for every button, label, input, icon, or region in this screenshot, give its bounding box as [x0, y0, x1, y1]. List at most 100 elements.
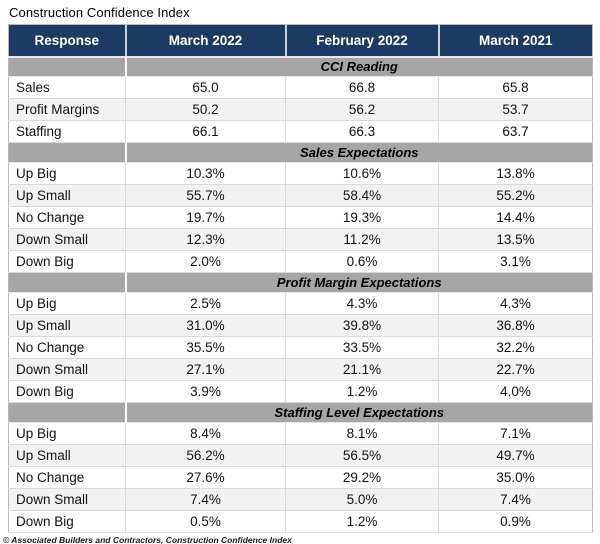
page-title: Construction Confidence Index: [9, 5, 190, 20]
table-row: No Change 19.7% 19.3% 14.4%: [8, 206, 593, 229]
cell-value: 2.5%: [125, 292, 286, 315]
cell-value: 35.0%: [438, 466, 593, 489]
section-band-row: Profit Margin Expectations: [8, 272, 593, 293]
cell-value: 0.9%: [438, 510, 593, 533]
cell-value: 4.3%: [285, 292, 439, 315]
table-row: Up Big 2.5% 4.3% 4.3%: [8, 292, 593, 315]
section-band-spacer: [8, 402, 127, 423]
table-row: Up Small 55.7% 58.4% 55.2%: [8, 184, 593, 207]
row-label: No Change: [8, 206, 126, 229]
header-row: Response March 2022 February 2022 March …: [8, 24, 593, 58]
row-label: Down Big: [8, 250, 126, 273]
cell-value: 3.9%: [125, 380, 286, 403]
table-row: Up Small 31.0% 39.8% 36.8%: [8, 314, 593, 337]
table-row: Sales 65.0 66.8 65.8: [8, 76, 593, 99]
cell-value: 3.1%: [438, 250, 593, 273]
column-header-february-2022: February 2022: [285, 24, 440, 58]
cell-value: 31.0%: [125, 314, 286, 337]
cell-value: 55.2%: [438, 184, 593, 207]
row-label: Up Small: [8, 314, 126, 337]
cell-value: 12.3%: [125, 228, 286, 251]
cell-value: 35.5%: [125, 336, 286, 359]
cell-value: 53.7: [438, 98, 593, 121]
cell-value: 50.2: [125, 98, 286, 121]
section-band-spacer: [8, 56, 127, 77]
cell-value: 36.8%: [438, 314, 593, 337]
cell-value: 29.2%: [285, 466, 439, 489]
cell-value: 7.1%: [438, 422, 593, 445]
cell-value: 0.5%: [125, 510, 286, 533]
row-label: Down Small: [8, 228, 126, 251]
cell-value: 14.4%: [438, 206, 593, 229]
table-row: Down Big 2.0% 0.6% 3.1%: [8, 250, 593, 273]
section-band-label: Sales Expectations: [125, 142, 593, 163]
cell-value: 56.5%: [285, 444, 439, 467]
section-band-label: Profit Margin Expectations: [125, 272, 593, 293]
cell-value: 27.6%: [125, 466, 286, 489]
section-band-spacer: [8, 272, 127, 293]
section-band-spacer: [8, 142, 127, 163]
cell-value: 49.7%: [438, 444, 593, 467]
cell-value: 4.3%: [438, 292, 593, 315]
cell-value: 7.4%: [438, 488, 593, 511]
row-label: Down Big: [8, 380, 126, 403]
table-row: Down Small 27.1% 21.1% 22.7%: [8, 358, 593, 381]
table-row: Down Big 0.5% 1.2% 0.9%: [8, 510, 593, 533]
cell-value: 19.7%: [125, 206, 286, 229]
cci-table: Response March 2022 February 2022 March …: [8, 24, 593, 533]
cell-value: 4.0%: [438, 380, 593, 403]
table-row: Down Small 12.3% 11.2% 13.5%: [8, 228, 593, 251]
row-label: Down Small: [8, 488, 126, 511]
cell-value: 33.5%: [285, 336, 439, 359]
section-band-label: Staffing Level Expectations: [125, 402, 593, 423]
table-row: Up Small 56.2% 56.5% 49.7%: [8, 444, 593, 467]
cell-value: 66.3: [285, 120, 439, 143]
row-label: Up Small: [8, 444, 126, 467]
cell-value: 13.5%: [438, 228, 593, 251]
cell-value: 27.1%: [125, 358, 286, 381]
cell-value: 58.4%: [285, 184, 439, 207]
cell-value: 0.6%: [285, 250, 439, 273]
row-label: Profit Margins: [8, 98, 126, 121]
column-header-march-2022: March 2022: [125, 24, 287, 58]
cell-value: 1.2%: [285, 510, 439, 533]
table-row: No Change 27.6% 29.2% 35.0%: [8, 466, 593, 489]
cell-value: 22.7%: [438, 358, 593, 381]
row-label: Up Small: [8, 184, 126, 207]
cell-value: 8.1%: [285, 422, 439, 445]
cell-value: 10.6%: [285, 162, 439, 185]
row-label: Down Small: [8, 358, 126, 381]
cell-value: 65.8: [438, 76, 593, 99]
cell-value: 55.7%: [125, 184, 286, 207]
cell-value: 19.3%: [285, 206, 439, 229]
column-header-march-2021: March 2021: [438, 24, 593, 58]
row-label: Up Big: [8, 162, 126, 185]
row-label: No Change: [8, 466, 126, 489]
cell-value: 56.2%: [125, 444, 286, 467]
cell-value: 11.2%: [285, 228, 439, 251]
cell-value: 13.8%: [438, 162, 593, 185]
table-row: Profit Margins 50.2 56.2 53.7: [8, 98, 593, 121]
cell-value: 2.0%: [125, 250, 286, 273]
row-label: Down Big: [8, 510, 126, 533]
cell-value: 63.7: [438, 120, 593, 143]
cell-value: 7.4%: [125, 488, 286, 511]
row-label: Staffing: [8, 120, 126, 143]
table-row: Staffing 66.1 66.3 63.7: [8, 120, 593, 143]
section-band-row: Staffing Level Expectations: [8, 402, 593, 423]
source-attribution: © Associated Builders and Contractors, C…: [3, 535, 292, 544]
section-band-label: CCI Reading: [125, 56, 593, 77]
cell-value: 65.0: [125, 76, 286, 99]
table-row: Down Small 7.4% 5.0% 7.4%: [8, 488, 593, 511]
cell-value: 10.3%: [125, 162, 286, 185]
cell-value: 66.1: [125, 120, 286, 143]
table-row: Up Big 10.3% 10.6% 13.8%: [8, 162, 593, 185]
table-row: Down Big 3.9% 1.2% 4.0%: [8, 380, 593, 403]
table-row: No Change 35.5% 33.5% 32.2%: [8, 336, 593, 359]
table-row: Up Big 8.4% 8.1% 7.1%: [8, 422, 593, 445]
cell-value: 21.1%: [285, 358, 439, 381]
cell-value: 5.0%: [285, 488, 439, 511]
cell-value: 32.2%: [438, 336, 593, 359]
section-band-row: CCI Reading: [8, 56, 593, 77]
